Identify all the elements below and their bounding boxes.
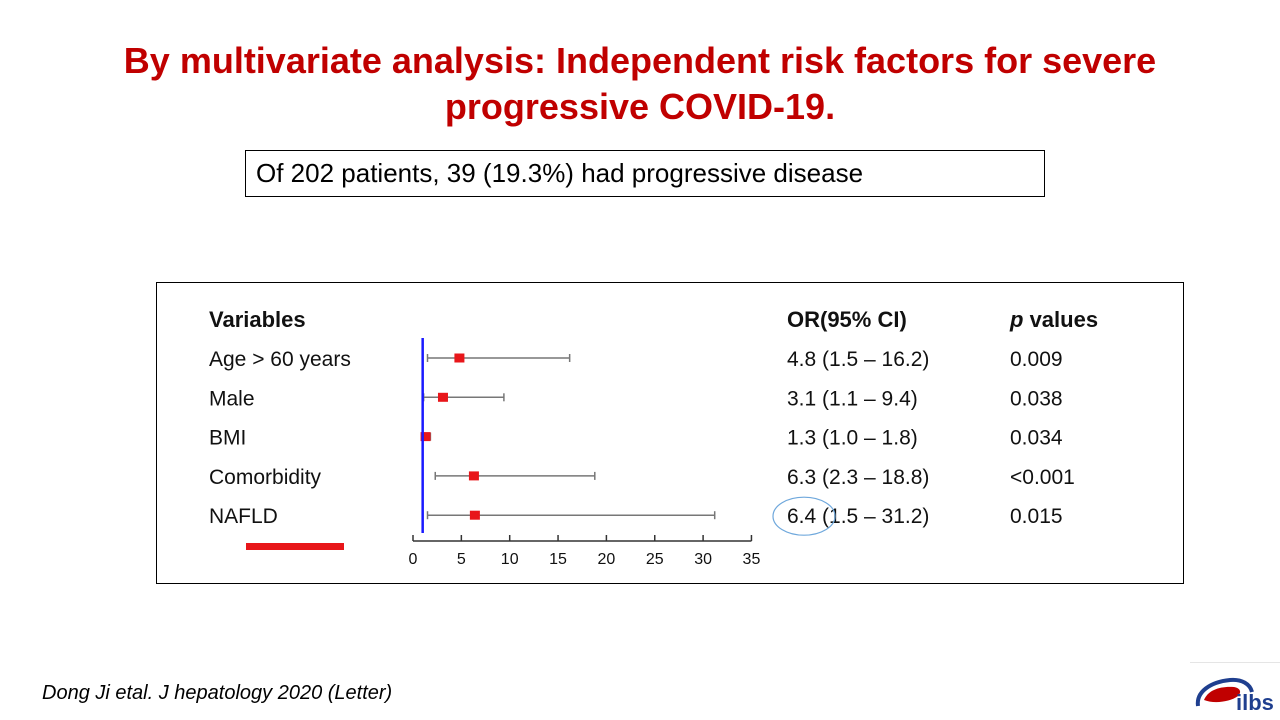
row-p-value: <0.001 xyxy=(1010,466,1075,489)
highlight-circle xyxy=(772,496,836,536)
header-or: OR(95% CI) xyxy=(787,307,907,332)
row-or-value: 4.8 (1.5 – 16.2) xyxy=(787,348,929,371)
row-p-value: 0.038 xyxy=(1010,387,1063,410)
slide-title: By multivariate analysis: Independent ri… xyxy=(80,38,1200,130)
x-tick-label: 20 xyxy=(598,551,616,568)
x-tick-label: 15 xyxy=(549,551,567,568)
row-p-value: 0.009 xyxy=(1010,348,1063,371)
red-underline xyxy=(246,543,344,550)
forest-plot: Variables OR(95% CI) p values Age > 60 yea… xyxy=(209,307,1098,568)
or-point xyxy=(437,392,448,402)
title-line-1: By multivariate analysis: Independent ri… xyxy=(123,40,1157,81)
x-tick-label: 10 xyxy=(501,551,519,568)
summary-note-box: Of 202 patients, 39 (19.3%) had progress… xyxy=(245,150,1045,197)
row-label: BMI xyxy=(209,427,246,450)
row-p-value: 0.015 xyxy=(1010,505,1063,528)
x-tick-label: 35 xyxy=(743,551,761,568)
header-variables: Variables xyxy=(209,307,306,332)
x-tick-label: 25 xyxy=(646,551,664,568)
logo-text: ilbs xyxy=(1236,690,1274,715)
x-tick-label: 30 xyxy=(694,551,712,568)
or-point xyxy=(420,432,431,442)
row-or-value: 1.3 (1.0 – 1.8) xyxy=(787,427,918,450)
or-point xyxy=(454,353,465,363)
row-label: Comorbidity xyxy=(209,466,322,489)
x-tick-label: 5 xyxy=(457,551,466,568)
x-tick-label: 0 xyxy=(409,551,418,568)
row-label: Age > 60 years xyxy=(209,348,351,371)
or-point xyxy=(468,471,479,481)
citation-footer: Dong Ji etal. J hepatology 2020 (Letter) xyxy=(42,682,393,704)
title-line-2: progressive COVID-19. xyxy=(444,86,836,127)
row-p-value: 0.034 xyxy=(1010,427,1063,450)
header-p-values: p values xyxy=(1009,307,1098,332)
row-label: NAFLD xyxy=(209,505,278,528)
row-label: Male xyxy=(209,387,255,410)
forest-plot-frame: Variables OR(95% CI) p values Age > 60 yea… xyxy=(156,282,1184,584)
row-or-value: 6.4 (1.5 – 31.2) xyxy=(787,505,929,528)
ilbs-logo-icon xyxy=(1190,662,1280,707)
row-or-value: 3.1 (1.1 – 9.4) xyxy=(787,387,918,410)
or-point xyxy=(469,510,480,520)
row-or-value: 6.3 (2.3 – 18.8) xyxy=(787,466,929,489)
summary-note-text: Of 202 patients, 39 (19.3%) had progress… xyxy=(256,158,864,188)
